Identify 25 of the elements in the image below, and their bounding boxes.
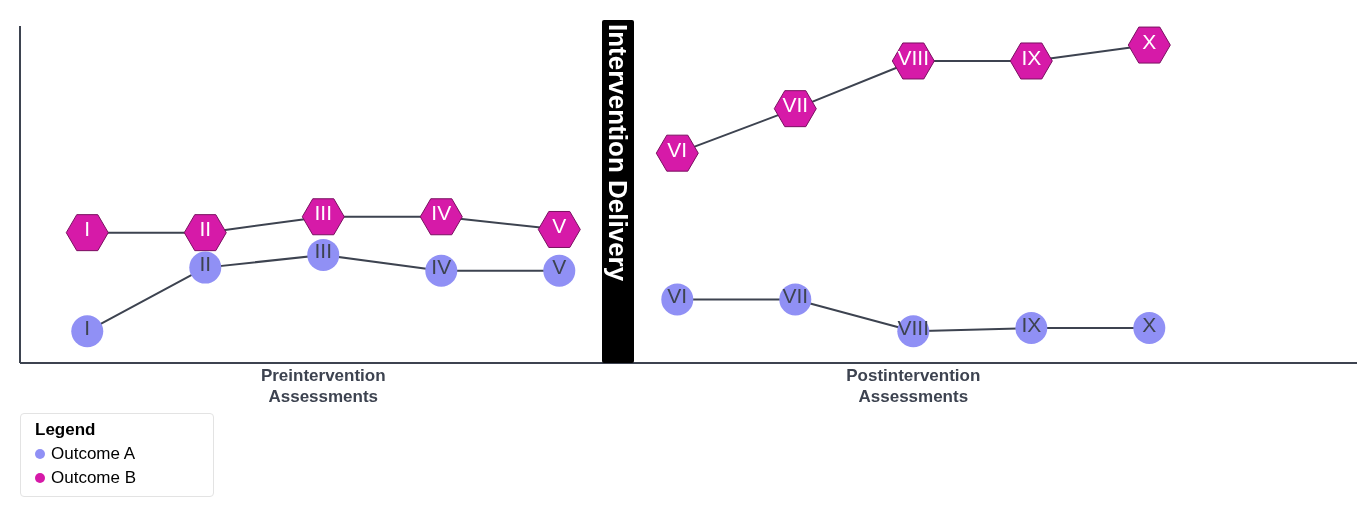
category-label: IV [431, 201, 452, 225]
text: Preintervention Assessments [259, 365, 387, 407]
text: Postintervention Assessments [845, 365, 982, 407]
category-label: X [1142, 29, 1157, 53]
x-tick-label: I [84, 315, 91, 339]
category-label: III [314, 201, 333, 225]
category-label: VIII [897, 45, 930, 69]
band-label: Intervention Delivery [602, 23, 635, 282]
x-tick-label: VIII [897, 315, 930, 339]
x-tick-label: IV [431, 255, 452, 279]
category-label: I [84, 217, 91, 241]
x-tick-label: V [552, 255, 567, 279]
x-tick-label: IX [1021, 312, 1042, 336]
legend-label: Outcome B [51, 467, 137, 489]
legend-title: Legend [35, 420, 97, 440]
x-tick-label: II [199, 252, 212, 276]
legend-label: Outcome A [51, 443, 136, 465]
x-tick-label: X [1142, 312, 1157, 336]
category-label: VII [782, 93, 809, 117]
text: V [552, 214, 567, 238]
point [71, 315, 104, 348]
point [65, 214, 109, 252]
category-label: IX [1021, 45, 1042, 69]
text: VI [667, 137, 688, 161]
category-label: II [199, 217, 212, 241]
